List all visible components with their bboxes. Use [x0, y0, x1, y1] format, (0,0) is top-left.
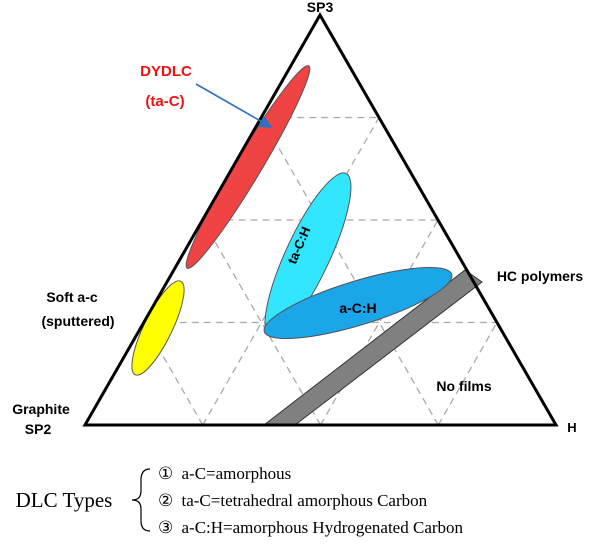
- legend-item-3-text: a-C:H=amorphous Hydrogenated Carbon: [182, 518, 464, 537]
- h-label: H: [567, 420, 576, 435]
- ternary-triangle: [82, 11, 559, 427]
- a-c-h-region: [263, 266, 453, 340]
- ta-c-label: (ta-C): [145, 93, 184, 110]
- dydlc-arrow: [195, 83, 273, 128]
- legend-item-2-text: ta-C=tetrahedral amorphous Carbon: [182, 491, 428, 510]
- sputtered-label: (sputtered): [41, 313, 114, 329]
- legend-item-3-number: ③: [158, 518, 173, 537]
- grid-line-right: [437, 322, 498, 426]
- soft-ac-region: [131, 280, 185, 376]
- legend-brace: [131, 468, 151, 532]
- legend-item-2: ② ta-C=tetrahedral amorphous Carbon: [158, 491, 428, 510]
- legend-item-3: ③ a-C:H=amorphous Hydrogenated Carbon: [158, 518, 464, 537]
- no-films-label: No films: [436, 378, 491, 394]
- graphite-label: Graphite: [12, 401, 70, 417]
- hc-polymers-label: HC polymers: [497, 268, 584, 284]
- soft-ac-label: Soft a-c: [46, 289, 98, 305]
- legend-item-2-number: ②: [158, 491, 173, 510]
- a-c-h-label: a-C:H: [339, 300, 376, 316]
- sp3-label: SP3: [307, 0, 334, 15]
- sp2-label: SP2: [25, 421, 52, 437]
- legend-item-1-text: a-C=amorphous: [182, 464, 292, 483]
- grid-line-left: [201, 219, 322, 426]
- legend-item-1: ① a-C=amorphous: [158, 464, 291, 483]
- legend-item-1-number: ①: [158, 464, 173, 483]
- dlc-types-legend: DLC Types ① a-C=amorphous ② ta-C=tetrahe…: [16, 464, 464, 537]
- legend-title: DLC Types: [16, 488, 113, 512]
- dydlc-label: DYDLC: [140, 63, 192, 80]
